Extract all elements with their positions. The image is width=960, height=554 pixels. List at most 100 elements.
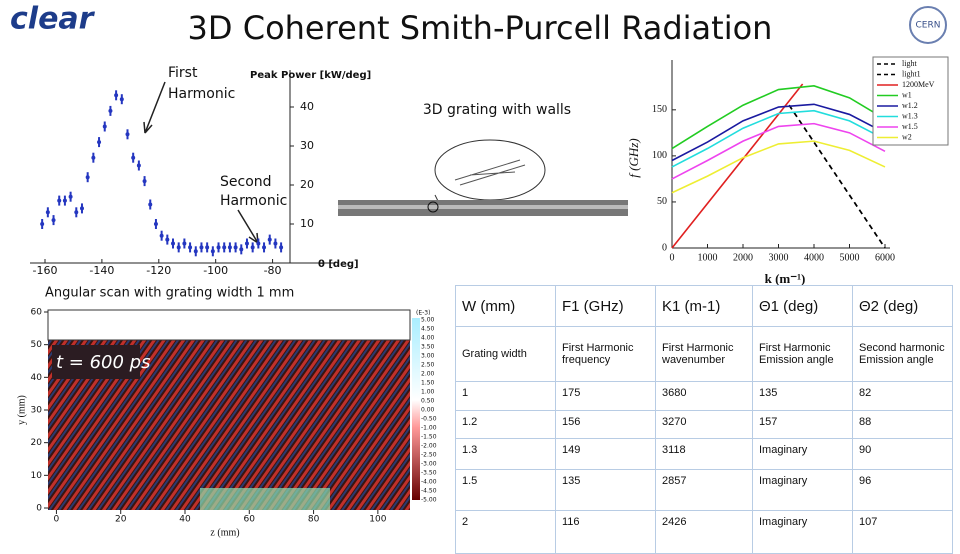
data-point (279, 245, 284, 250)
x-axis-label: z (mm) (210, 527, 239, 538)
colorbar-label: 2.00 (421, 371, 435, 378)
colorbar-title: (E-3) (416, 310, 430, 317)
data-point (159, 233, 164, 238)
data-point (79, 206, 84, 211)
data-point (176, 245, 181, 250)
table-cell: 2426 (655, 510, 753, 554)
x-tick-label: 6000 (875, 252, 895, 263)
time-label: t = 600 ps (56, 352, 150, 373)
annotation: Second (220, 174, 272, 190)
table-cell: Second harmonic Emission angle (852, 326, 953, 382)
data-point (250, 245, 255, 250)
data-point (256, 241, 261, 246)
table-cell: Grating width (455, 326, 556, 382)
table-cell: 1 (455, 381, 556, 411)
x-axis-label: k (m⁻¹) (765, 271, 806, 286)
x-tick-label: 100 (369, 515, 386, 525)
table-cell: W (mm) (455, 285, 556, 327)
data-point (114, 93, 119, 98)
series-line (671, 103, 886, 162)
table-cell: 175 (555, 381, 656, 411)
table-cell: F1 (GHz) (555, 285, 656, 327)
data-point (85, 175, 90, 180)
table-row: 1.5 135 2857 Imaginary 96 (455, 469, 953, 511)
time-box (52, 345, 140, 379)
x-tick-label: -140 (89, 264, 114, 277)
data-point (244, 241, 249, 246)
data-point (91, 155, 96, 160)
colorbar-label: 1.00 (421, 389, 435, 396)
series-line (671, 122, 886, 180)
logo-ring (909, 6, 947, 44)
data-point (57, 198, 62, 203)
colorbar-label: -3.50 (421, 470, 437, 477)
data-point (193, 249, 198, 254)
slide-graphics: clear 3D Coherent Smith-Purcell Radiatio… (10, 2, 949, 538)
x-tick-label: 80 (308, 515, 320, 525)
legend-label: w1.2 (902, 101, 918, 110)
data-point (74, 210, 79, 215)
x-tick-label: 60 (244, 515, 256, 525)
series-line (788, 104, 886, 249)
y-tick-label: 10 (31, 471, 43, 481)
table-row: 2 116 2426 Imaginary 107 (455, 510, 953, 554)
x-tick-label: 4000 (804, 252, 824, 263)
annotation: First (168, 65, 198, 81)
table-cell: K1 (m-1) (655, 285, 753, 327)
data-point (153, 222, 158, 226)
x-tick-label: -80 (264, 264, 282, 277)
table-cell: 135 (555, 469, 656, 511)
table-cell: 135 (752, 381, 853, 411)
data-point (131, 155, 136, 160)
colorbar-label: -3.00 (421, 461, 437, 468)
y-tick-label: 40 (31, 373, 43, 383)
x-tick-label: 3000 (769, 252, 789, 263)
data-point (45, 210, 50, 215)
colorbar-label: 1.50 (421, 380, 435, 387)
table-cell: 107 (852, 510, 953, 554)
table-row: Grating width First Harmonic frequency Fir… (455, 326, 953, 382)
x-tick-label: 1000 (698, 252, 718, 263)
table-cell: 90 (852, 438, 953, 470)
data-point (102, 124, 107, 129)
colorbar (412, 318, 420, 500)
x-tick-label: 0 (670, 252, 675, 263)
table-cell: 3118 (655, 438, 753, 470)
caption: Angular scan with grating width 1 mm (45, 286, 294, 301)
legend-label: w2 (902, 132, 912, 141)
colorbar-label: -0.50 (421, 416, 437, 423)
data-point (233, 245, 238, 250)
table-cell: First Harmonic Emission angle (752, 326, 853, 382)
y-axis-label: Peak Power [kW/deg] (250, 70, 371, 81)
table-cell: 82 (852, 381, 953, 411)
data-point (199, 245, 204, 250)
data-point (40, 222, 45, 226)
colorbar-label: -1.50 (421, 434, 437, 441)
table-cell: 1.5 (455, 469, 556, 511)
y-tick-label: 50 (657, 196, 667, 207)
grating-shine (338, 205, 628, 209)
data-point (125, 132, 130, 137)
series-line (671, 85, 886, 150)
zoom-circle (427, 201, 439, 213)
colorbar-label: 0.50 (421, 398, 435, 405)
legend-label: 1200MeV (902, 80, 935, 89)
y-axis-label: f (GHz) (626, 138, 641, 177)
grating-field (200, 488, 330, 510)
arrow (237, 209, 259, 244)
colorbar-label: -2.00 (421, 443, 437, 450)
table-cell: 156 (555, 410, 656, 439)
y-axis-label: y (mm) (16, 395, 27, 425)
series-line (671, 83, 804, 249)
colorbar-label: 4.50 (421, 326, 435, 333)
x-tick-label: -160 (33, 264, 58, 277)
data-point (216, 245, 221, 250)
x-tick-label: 40 (179, 515, 191, 525)
colorbar-label: 2.50 (421, 362, 435, 369)
legend-label: light (902, 59, 917, 68)
table-cell: Imaginary (752, 438, 853, 470)
y-tick-label: 0 (662, 242, 667, 253)
data-point (165, 237, 170, 242)
y-tick-label: 100 (652, 150, 667, 161)
colorbar-label: -1.00 (421, 425, 437, 432)
